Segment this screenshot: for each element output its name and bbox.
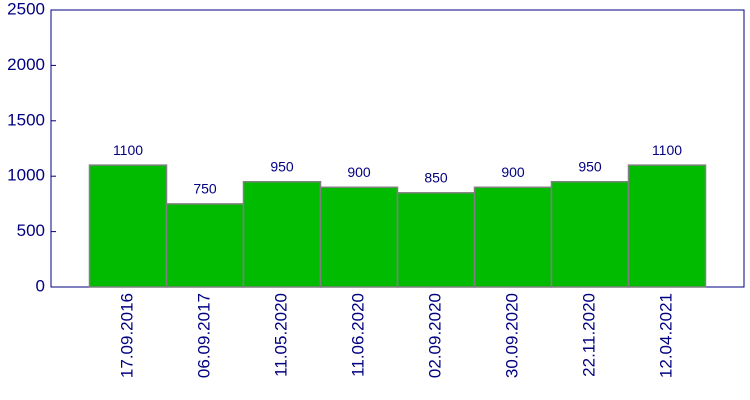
y-tick-label: 500 [17, 221, 45, 240]
bar [550, 180, 630, 288]
y-tick-label: 1500 [7, 110, 45, 129]
bar [242, 180, 322, 288]
bar [88, 164, 168, 288]
x-tick-label: 30.09.2020 [502, 293, 521, 378]
x-tick-label: 12.04.2021 [656, 293, 675, 378]
x-tick-label: 17.09.2016 [117, 293, 136, 378]
value-label: 1100 [652, 142, 682, 158]
y-tick-label: 0 [36, 276, 45, 295]
y-tick-label: 1000 [7, 166, 45, 185]
value-label: 1100 [113, 142, 143, 158]
value-label: 900 [347, 164, 371, 180]
value-label: 950 [270, 158, 294, 174]
bar [473, 186, 553, 288]
value-label: 900 [501, 164, 525, 180]
value-label: 850 [424, 170, 448, 186]
bar [319, 186, 399, 288]
bar [396, 192, 476, 288]
x-tick-label: 02.09.2020 [425, 293, 444, 378]
bar [165, 203, 245, 288]
y-tick-label: 2000 [7, 55, 45, 74]
value-label: 950 [578, 158, 602, 174]
x-tick-label: 06.09.2017 [194, 293, 213, 378]
x-tick-label: 11.05.2020 [271, 293, 290, 377]
x-tick-label: 11.06.2020 [348, 293, 367, 377]
y-tick-label: 2500 [7, 0, 45, 18]
value-label: 750 [193, 181, 217, 197]
bar [627, 164, 707, 288]
x-tick-label: 22.11.2020 [579, 293, 598, 377]
